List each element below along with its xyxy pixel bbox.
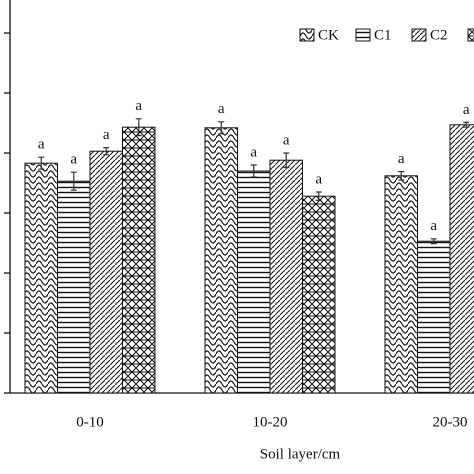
bar xyxy=(57,180,91,394)
legend-swatch xyxy=(299,28,315,42)
x-tick-label: 0-10 xyxy=(76,414,104,430)
bar xyxy=(449,124,474,394)
legend-label: C1 xyxy=(374,27,392,43)
bar xyxy=(237,170,271,394)
bar xyxy=(122,126,156,394)
legend-label: C2 xyxy=(430,27,448,43)
bar xyxy=(204,127,238,394)
error-bar xyxy=(398,171,405,181)
bar xyxy=(417,240,451,394)
error-bar xyxy=(103,147,110,156)
bar xyxy=(89,150,123,394)
error-bar xyxy=(463,121,470,128)
significance-label: a xyxy=(218,101,225,117)
legend-swatch xyxy=(467,28,474,42)
x-tick-label: 20-30 xyxy=(433,414,468,430)
error-bar xyxy=(283,152,290,168)
error-bar xyxy=(315,191,322,201)
bar xyxy=(24,162,58,394)
significance-label: a xyxy=(103,127,110,143)
bar xyxy=(269,159,303,394)
significance-label: a xyxy=(463,102,470,118)
significance-label: a xyxy=(70,152,77,168)
error-bar xyxy=(250,164,257,178)
bar xyxy=(302,195,336,394)
error-bar xyxy=(218,121,225,135)
x-tick-label: 10-20 xyxy=(253,414,288,430)
significance-label: a xyxy=(398,151,405,167)
significance-label: a xyxy=(38,137,45,153)
significance-label: a xyxy=(430,218,437,234)
legend-swatch xyxy=(411,28,427,42)
significance-label: a xyxy=(250,144,257,160)
error-bar xyxy=(70,171,77,191)
significance-label: a xyxy=(283,132,290,148)
legend-swatch xyxy=(355,28,371,42)
bar xyxy=(384,175,418,394)
legend-label: CK xyxy=(318,27,339,43)
significance-label: a xyxy=(315,171,322,187)
error-bar xyxy=(430,238,437,245)
x-axis-title: Soil layer/cm xyxy=(260,446,341,462)
error-bar xyxy=(135,118,142,137)
significance-label: a xyxy=(135,98,142,114)
error-bar xyxy=(38,156,45,170)
